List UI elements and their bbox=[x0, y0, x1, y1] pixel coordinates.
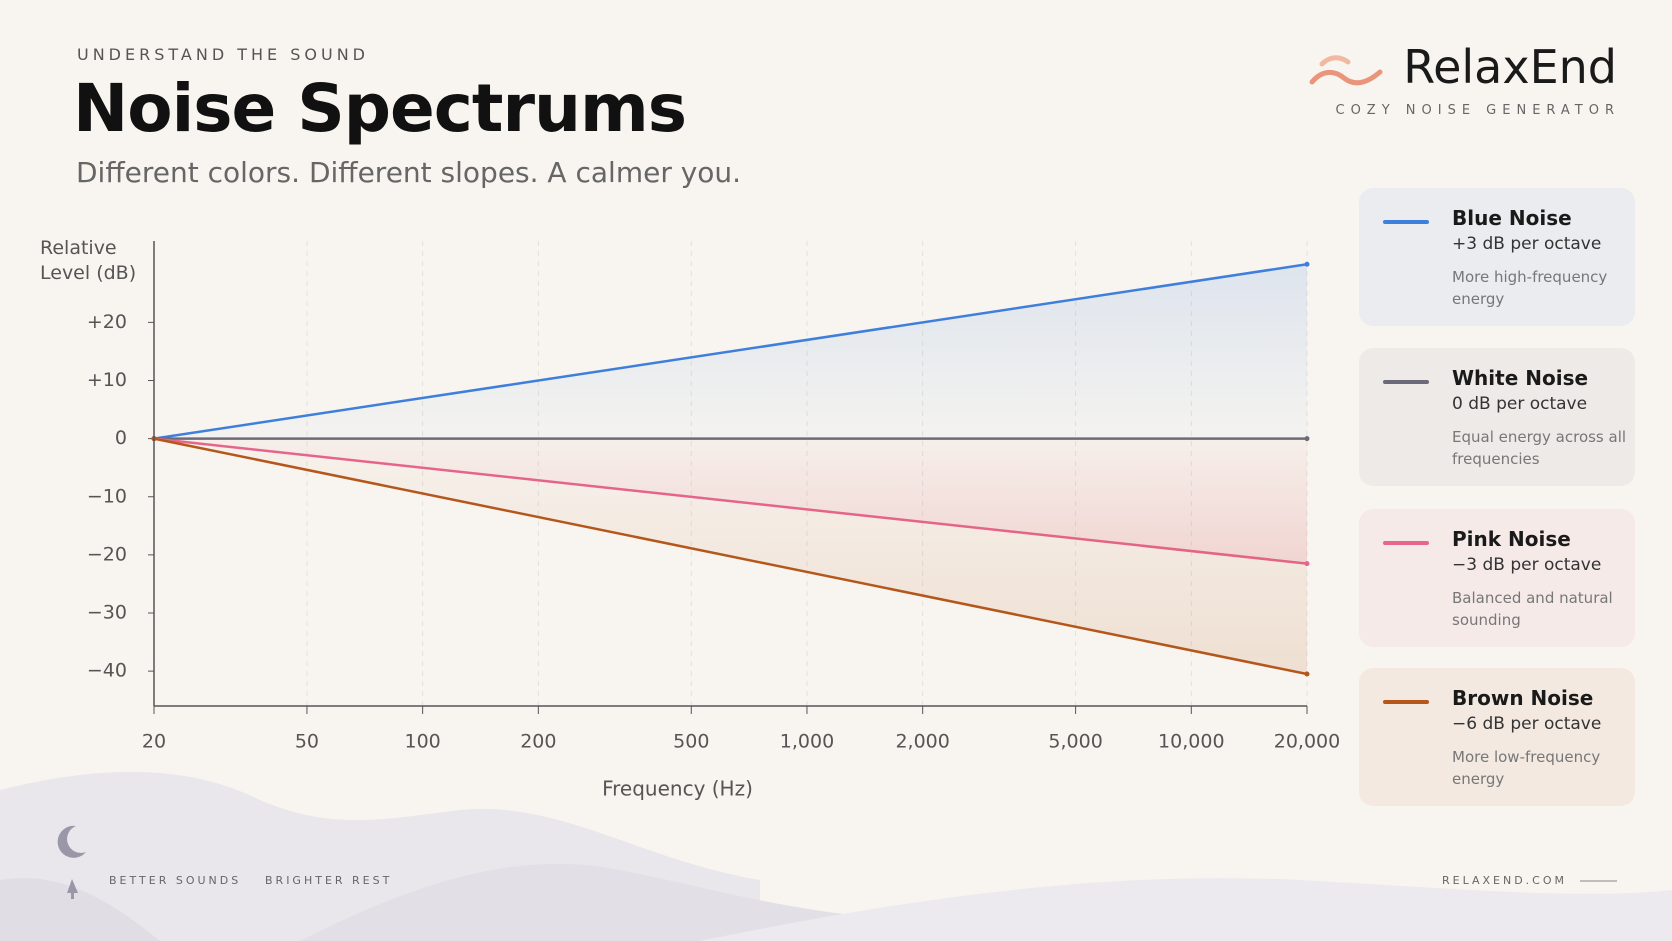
brand-tagline: COZY NOISE GENERATOR bbox=[1335, 103, 1620, 118]
legend-name: Blue Noise bbox=[1452, 206, 1572, 230]
eyebrow: UNDERSTAND THE SOUND bbox=[77, 45, 369, 64]
legend-slope: −3 dB per octave bbox=[1452, 555, 1602, 575]
legend-name: Pink Noise bbox=[1452, 527, 1571, 551]
x-tick-label: 20,000 bbox=[1274, 731, 1340, 753]
background-hills bbox=[0, 771, 1672, 941]
y-tick-label: −30 bbox=[87, 602, 127, 624]
legend-name: Brown Noise bbox=[1452, 686, 1594, 710]
legend-card: White Noise 0 dB per octave Equal energy a… bbox=[1359, 348, 1635, 486]
legend-description: More high-frequency energy bbox=[1452, 268, 1608, 308]
legend-card: Pink Noise −3 dB per octave Balanced and n… bbox=[1359, 509, 1635, 647]
title: Noise Spectrums bbox=[73, 70, 687, 147]
series-line bbox=[153, 263, 1308, 440]
legend-slope: +3 dB per octave bbox=[1452, 234, 1602, 254]
x-axis-label: Frequency (Hz) bbox=[602, 777, 753, 801]
x-tick-label: 10,000 bbox=[1158, 731, 1224, 753]
point bbox=[1304, 671, 1310, 677]
y-tick-label: +10 bbox=[87, 369, 127, 391]
x-tick-label: 20 bbox=[142, 731, 166, 753]
legend-name: White Noise bbox=[1452, 366, 1589, 390]
legend-swatch bbox=[1383, 541, 1429, 545]
legend-slope: −6 dB per octave bbox=[1452, 714, 1602, 734]
subtitle: Different colors. Different slopes. A ca… bbox=[76, 156, 742, 189]
brand-logo bbox=[1309, 55, 1383, 86]
y-tick-label: −10 bbox=[87, 485, 127, 507]
y-axis-label: Relative Level (dB) bbox=[40, 237, 137, 284]
legend-card: Blue Noise +3 dB per octave More high-freq… bbox=[1359, 188, 1635, 326]
footer-url: RELAXEND.COM bbox=[1441, 874, 1567, 887]
x-tick-label: 5,000 bbox=[1048, 731, 1102, 753]
legend-description: More low-frequency energy bbox=[1452, 748, 1601, 788]
footer-text: BETTER SOUNDS bbox=[109, 874, 242, 887]
moon-icon bbox=[57, 825, 86, 858]
x-tick-label: 200 bbox=[520, 731, 556, 753]
x-tick-label: 50 bbox=[295, 731, 319, 753]
x-tick-label: 2,000 bbox=[895, 731, 949, 753]
legend-card: Brown Noise −6 dB per octave More low-freq… bbox=[1359, 668, 1635, 806]
y-tick-label: −40 bbox=[87, 660, 127, 682]
y-tick-label: 0 bbox=[115, 427, 127, 449]
x-tick-label: 1,000 bbox=[780, 731, 834, 753]
tree-icon bbox=[67, 879, 78, 899]
legend-description: Balanced and natural sounding bbox=[1452, 589, 1613, 629]
point bbox=[1304, 261, 1310, 267]
footer-text: BRIGHTER REST bbox=[265, 874, 393, 887]
y-tick-label: +20 bbox=[87, 311, 127, 333]
legend-slope: 0 dB per octave bbox=[1452, 394, 1588, 414]
legend-swatch bbox=[1383, 380, 1429, 384]
legend-swatch bbox=[1383, 220, 1429, 224]
x-tick-label: 500 bbox=[673, 731, 709, 753]
series-line bbox=[153, 437, 1308, 676]
y-tick-label: −20 bbox=[87, 543, 127, 565]
x-tick-label: 100 bbox=[405, 731, 441, 753]
legend-description: Equal energy across all frequencies bbox=[1452, 428, 1627, 468]
brand-name: RelaxEnd bbox=[1403, 40, 1617, 94]
legend-swatch bbox=[1383, 700, 1429, 704]
